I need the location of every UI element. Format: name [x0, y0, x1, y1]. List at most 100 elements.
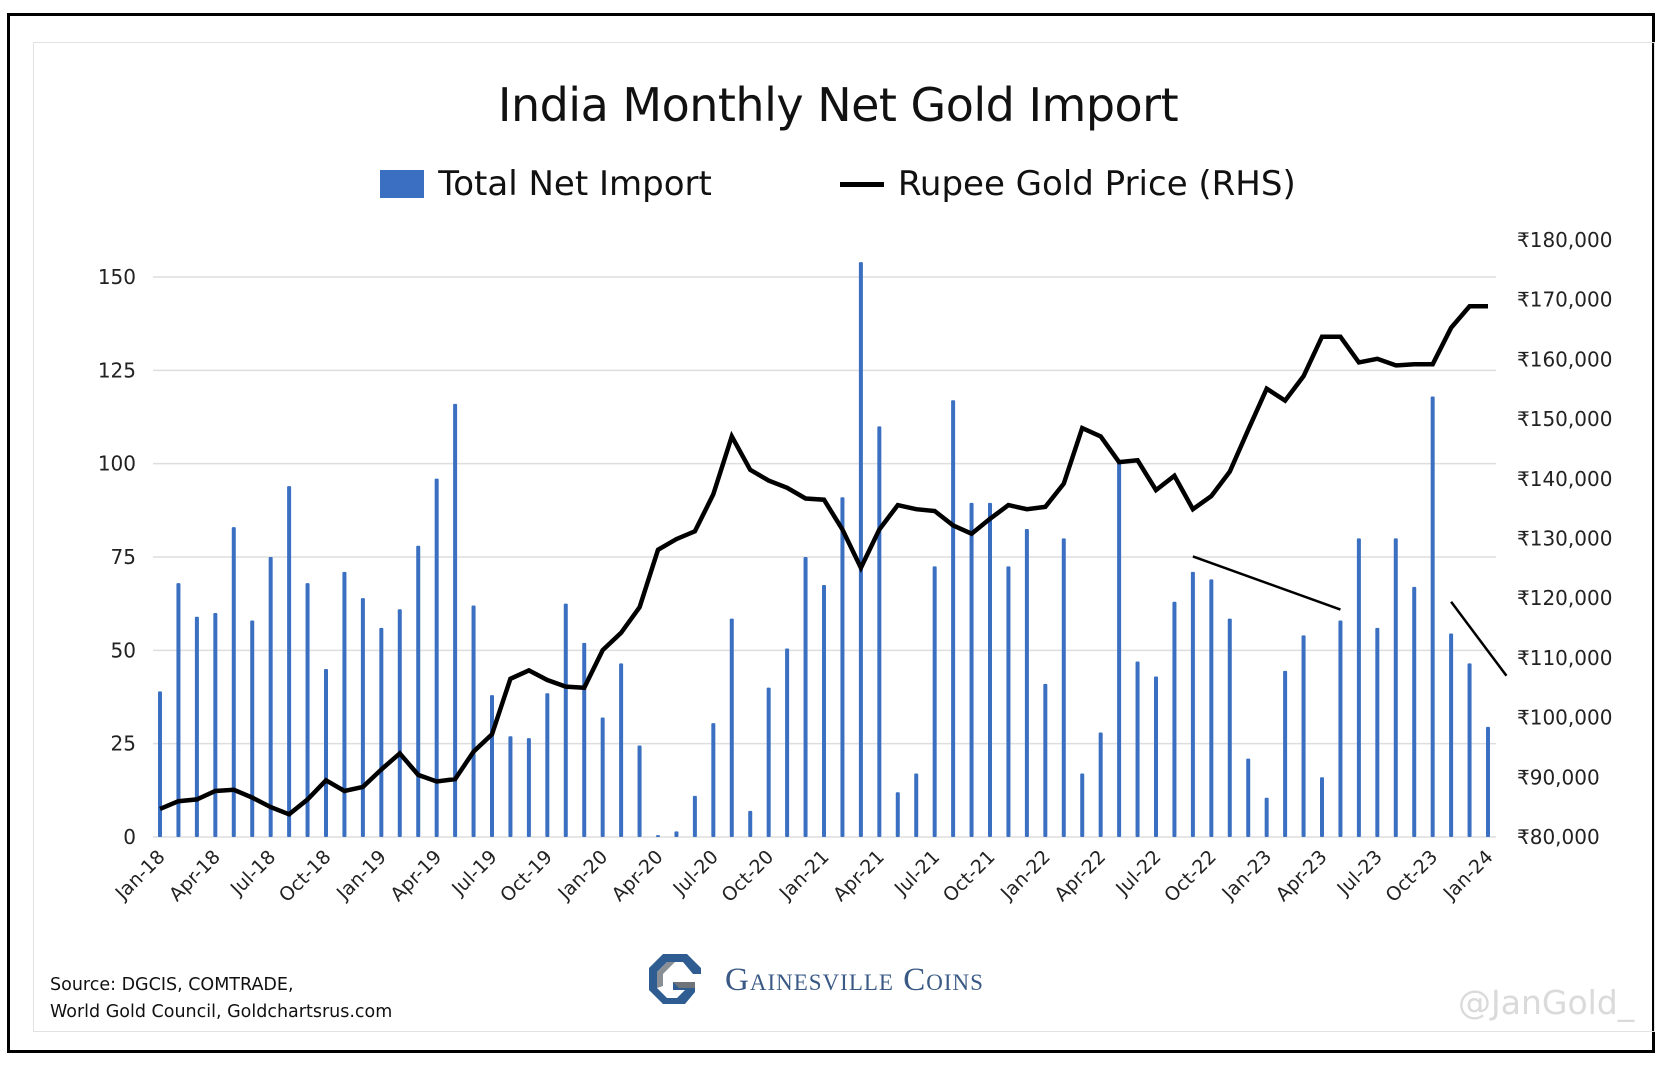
bar	[1246, 758, 1251, 837]
bar	[1264, 797, 1269, 837]
y-axis-right: ₹80,000 ₹90,000 ₹100,000 ₹110,000 ₹120,000 ₹1…	[1517, 228, 1612, 849]
x-tick-label: Oct-18	[275, 846, 336, 907]
bar	[453, 403, 458, 837]
x-tick-label: Jan-19	[332, 846, 391, 905]
y-right-tick-label: ₹140,000	[1517, 467, 1612, 491]
y-left-tick-label: 50	[111, 638, 136, 662]
bar	[858, 262, 863, 838]
bar	[305, 583, 310, 837]
bar	[914, 773, 919, 837]
chart-frame	[7, 13, 1655, 1053]
bar	[895, 792, 900, 837]
bar	[1172, 601, 1177, 837]
bar	[1467, 663, 1472, 837]
bar	[1283, 670, 1288, 837]
x-tick-label: Oct-20	[717, 846, 778, 907]
y-right-tick-label: ₹130,000	[1517, 527, 1612, 551]
bar	[619, 663, 624, 837]
x-tick-label: Jul-22	[1111, 846, 1165, 900]
bar	[1393, 538, 1398, 837]
gridlines	[153, 276, 1496, 838]
bar	[1117, 459, 1122, 837]
bar	[1486, 726, 1490, 837]
bar	[508, 736, 513, 837]
bar	[231, 527, 236, 837]
bar	[1024, 529, 1029, 837]
bar	[342, 571, 347, 837]
bar	[563, 603, 568, 837]
x-tick-label: Oct-23	[1381, 846, 1442, 907]
bar	[1006, 566, 1011, 837]
bar	[287, 486, 292, 837]
y-right-tick-label: ₹120,000	[1517, 586, 1612, 610]
rupee-gold-price-line	[159, 304, 1488, 817]
bar	[213, 613, 218, 837]
bar	[582, 642, 587, 837]
bar	[803, 557, 808, 837]
y-right-tick-label: ₹160,000	[1517, 347, 1612, 371]
y-left-tick-label: 125	[98, 358, 136, 382]
trend-annotation-line	[1192, 555, 1341, 611]
y-right-tick-label: ₹90,000	[1517, 765, 1600, 789]
chart-legend: Total Net Import Rupee Gold Price (RHS)	[0, 164, 1676, 204]
y-right-tick-label: ₹110,000	[1517, 646, 1612, 670]
legend-item-rupee-price: Rupee Gold Price (RHS)	[712, 164, 1296, 204]
bar	[1430, 396, 1435, 837]
y-axis-left: 0 25 50 75 100 125 150	[98, 265, 136, 849]
bar	[877, 426, 882, 837]
bar	[1209, 579, 1214, 837]
brand-name: Gainesville Coins	[725, 961, 984, 998]
y-left-tick-label: 100	[98, 452, 136, 476]
y-right-tick-label: ₹180,000	[1517, 228, 1612, 252]
bar	[250, 620, 255, 837]
bar	[711, 723, 716, 837]
bar	[158, 691, 162, 837]
line-series	[159, 304, 1488, 817]
bar	[840, 497, 845, 837]
bar	[748, 810, 753, 837]
bar	[379, 627, 384, 837]
x-tick-label: Jul-19	[447, 846, 501, 900]
bar	[416, 545, 421, 837]
bar	[729, 618, 734, 837]
bar	[1338, 620, 1343, 837]
bar	[656, 835, 660, 837]
trend-annotation-line	[1450, 601, 1508, 677]
bar	[988, 502, 992, 837]
bar	[1356, 538, 1361, 837]
y-right-tick-label: ₹100,000	[1517, 706, 1612, 730]
y-left-tick-label: 25	[111, 732, 136, 756]
bar	[194, 616, 199, 837]
bar	[1061, 538, 1066, 837]
bar	[674, 831, 679, 837]
x-tick-label: Jul-20	[668, 846, 722, 900]
x-tick-label: Oct-19	[496, 846, 557, 907]
bar	[637, 745, 642, 837]
x-tick-label: Apr-21	[829, 846, 889, 906]
x-tick-label: Oct-21	[939, 846, 1000, 907]
x-tick-label: Apr-20	[608, 846, 668, 906]
bar	[1098, 732, 1103, 837]
x-tick-label: Apr-22	[1050, 846, 1110, 906]
bar	[471, 605, 476, 837]
bar	[324, 669, 328, 837]
legend-label-rupee-price: Rupee Gold Price (RHS)	[897, 164, 1296, 204]
y-left-tick-label: 75	[111, 545, 136, 569]
watermark: @JanGold_	[1458, 983, 1635, 1022]
y-right-tick-label: ₹170,000	[1517, 288, 1612, 312]
bar	[1301, 635, 1306, 837]
bar	[526, 738, 531, 837]
bar	[176, 583, 181, 837]
x-tick-label: Apr-19	[386, 846, 446, 906]
x-tick-label: Jan-21	[775, 846, 834, 905]
bar	[1449, 633, 1454, 837]
x-tick-label: Jan-24	[1439, 846, 1498, 905]
bar	[600, 717, 605, 837]
x-tick-label: Oct-22	[1160, 846, 1221, 907]
y-left-tick-label: 150	[98, 265, 136, 289]
bar	[1320, 777, 1324, 837]
x-tick-label: Jul-18	[226, 846, 280, 900]
source-note: Source: DGCIS, COMTRADE, World Gold Coun…	[50, 972, 392, 1026]
